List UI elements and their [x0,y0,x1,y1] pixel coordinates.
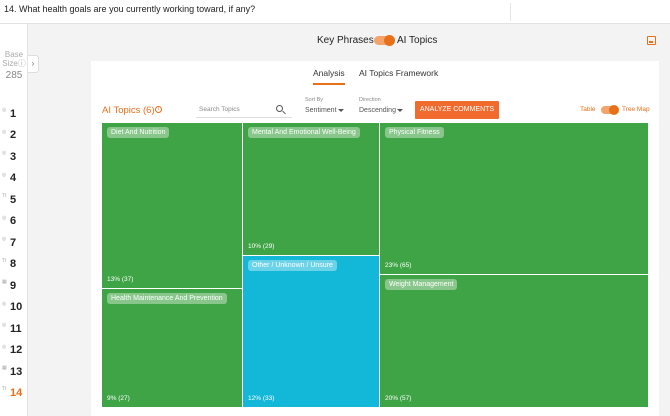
treemap-tile-diet-and-nutrition[interactable]: Diet And Nutrition 13% (37) [102,123,242,288]
question-type-icon: ◎ [2,301,7,307]
sort-by-select[interactable]: Sentiment [305,107,337,114]
question-header: 14. What health goals are you currently … [0,0,670,24]
tile-value: 9% (27) [107,395,130,402]
info-icon: ⓘ [17,59,26,68]
question-number[interactable]: 5 [10,194,17,206]
key-phrases-label[interactable]: Key Phrases [317,35,374,46]
view-toggle[interactable] [374,35,395,46]
base-size: Base Sizeⓘ 285 [0,50,28,81]
tile-value: 10% (29) [248,243,275,250]
search-input[interactable] [199,104,274,115]
search-box [196,101,292,118]
question-type-icon: Tt [2,386,7,392]
question-number[interactable]: 6 [10,215,17,227]
question-type-icon: ◎ [2,107,7,113]
tab-ai-topics-framework[interactable]: AI Topics Framework [359,68,439,78]
treemap-tile-health-maintenance[interactable]: Health Maintenance And Prevention 9% (27… [102,289,242,407]
question-number[interactable]: 9 [10,280,17,292]
tab-analysis[interactable]: Analysis [313,68,345,85]
treemap-tile-other-unknown[interactable]: Other / Unknown / Unsure 12% (33) [243,256,379,407]
tile-value: 12% (33) [248,395,275,402]
tile-label: Other / Unknown / Unsure [248,260,337,271]
treemap-tile-mental-wellbeing[interactable]: Mental And Emotional Well-Being 10% (29) [243,123,379,255]
question-number[interactable]: 1 [10,108,17,120]
question-type-icon: ◎ [2,172,7,178]
table-treemap-toggle[interactable] [601,105,619,115]
question-number[interactable]: 13 [10,366,23,378]
question-number[interactable]: 3 [10,151,17,163]
question-type-icon: ▦ [2,365,7,371]
question-number[interactable]: 8 [10,258,17,270]
question-number[interactable]: 11 [10,323,22,335]
question-type-icon: ◎ [2,236,7,242]
question-title: 14. What health goals are you currently … [4,4,256,14]
header-divider [510,3,511,21]
export-icon[interactable] [647,36,656,45]
tile-label: Mental And Emotional Well-Being [248,127,360,138]
table-view-label[interactable]: Table [580,106,596,113]
chevron-down-icon[interactable] [338,109,344,112]
question-type-icon: ◎ [2,129,7,135]
tile-label: Weight Management [385,279,458,290]
sort-by-label: Sort By [305,97,324,103]
treemap-view-label[interactable]: Tree Map [622,106,650,113]
question-number-active[interactable]: 14 [10,387,23,399]
question-type-icon: ◎ [2,344,7,350]
treemap-tile-physical-fitness[interactable]: Physical Fitness 23% (65) [380,123,648,274]
question-number[interactable]: 7 [10,237,17,249]
chevron-down-icon[interactable] [397,109,403,112]
question-number[interactable]: 10 [10,301,23,313]
base-size-value: 285 [5,70,23,81]
question-type-icon: Tt [2,193,7,199]
question-type-icon: ◎ [2,322,7,328]
tile-value: 13% (37) [107,276,134,283]
direction-select[interactable]: Descending [359,107,396,114]
search-icon[interactable] [276,105,283,112]
question-sidebar: Base Sizeⓘ 285 ◎ 1 ◎ 2 ◎ 3 ◎ 4 Tt 5 ◎ 6 … [0,24,28,416]
question-type-icon: ▦ [2,279,7,285]
tile-label: Diet And Nutrition [107,127,170,138]
info-icon[interactable]: i [155,106,162,113]
question-type-icon: ◎ [2,150,7,156]
base-size-label: Base Size [2,50,24,68]
question-type-icon: ◎ [2,215,7,221]
ai-topics-title: AI Topics (6) [102,105,155,116]
direction-label: Direction [359,97,381,103]
question-number[interactable]: 12 [10,344,23,356]
question-type-icon: Tt [2,258,7,264]
tile-label: Physical Fitness [385,127,444,138]
analyze-comments-button[interactable]: ANALYZE COMMENTS [415,101,499,119]
tile-label: Health Maintenance And Prevention [107,293,227,304]
tile-value: 23% (65) [385,262,412,269]
question-number[interactable]: 4 [10,172,17,184]
tile-value: 20% (57) [385,395,412,402]
ai-topics-label[interactable]: AI Topics [397,35,438,46]
chevron-right-icon[interactable]: › [28,55,39,73]
question-number[interactable]: 2 [10,129,17,141]
treemap-tile-weight-management[interactable]: Weight Management 20% (57) [380,275,648,407]
